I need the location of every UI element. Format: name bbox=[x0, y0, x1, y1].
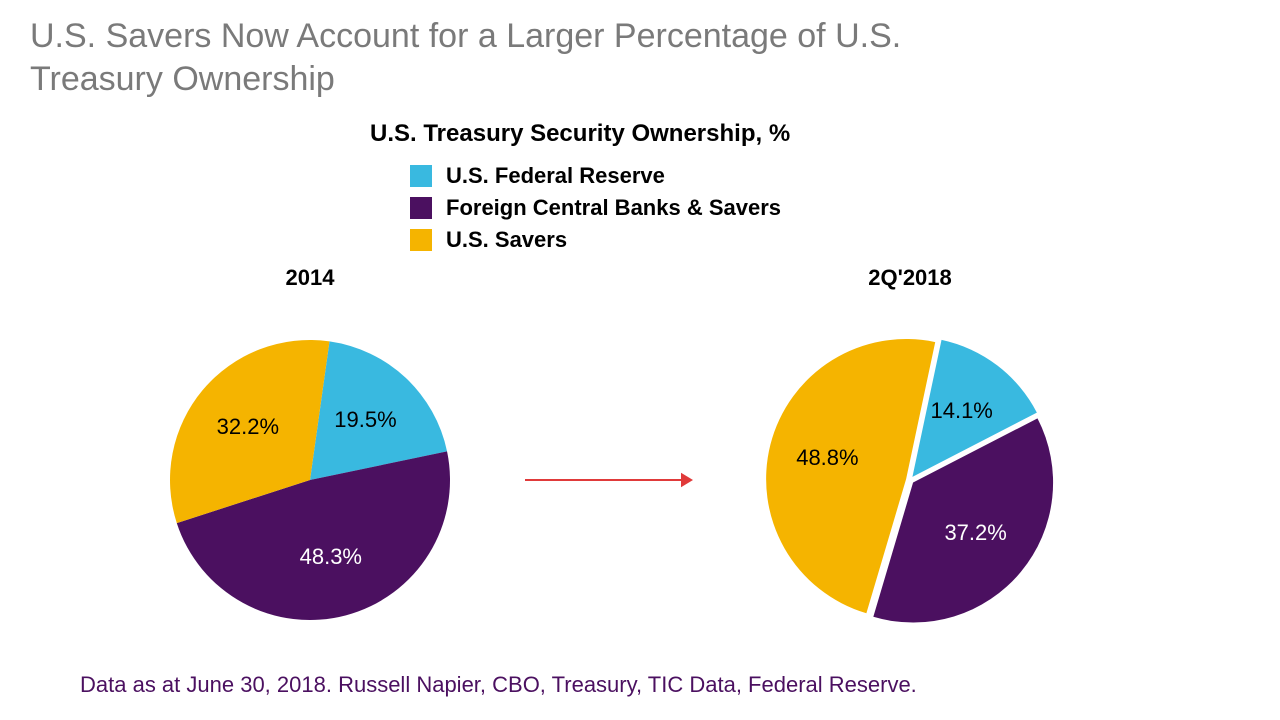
legend-item: U.S. Savers bbox=[410, 224, 781, 256]
legend-label: U.S. Federal Reserve bbox=[446, 163, 665, 189]
pie-chart bbox=[150, 320, 470, 640]
legend-swatch bbox=[410, 229, 432, 251]
legend: U.S. Federal Reserve Foreign Central Bank… bbox=[410, 160, 781, 256]
legend-item: U.S. Federal Reserve bbox=[410, 160, 781, 192]
legend-swatch bbox=[410, 165, 432, 187]
page: U.S. Savers Now Account for a Larger Per… bbox=[0, 0, 1280, 720]
chart-subtitle: U.S. Treasury Security Ownership, % bbox=[370, 120, 790, 148]
footer-note: Data as at June 30, 2018. Russell Napier… bbox=[80, 671, 1080, 700]
legend-swatch bbox=[410, 197, 432, 219]
chart-area: 201419.5%48.3%32.2%2Q'201814.1%37.2%48.8… bbox=[0, 265, 1280, 645]
pie-title: 2Q'2018 bbox=[830, 265, 990, 291]
page-title: U.S. Savers Now Account for a Larger Per… bbox=[30, 15, 1030, 100]
arrow-icon bbox=[515, 460, 695, 500]
pie-title: 2014 bbox=[230, 265, 390, 291]
legend-label: Foreign Central Banks & Savers bbox=[446, 195, 781, 221]
legend-item: Foreign Central Banks & Savers bbox=[410, 192, 781, 224]
legend-label: U.S. Savers bbox=[446, 227, 567, 253]
pie-chart bbox=[750, 320, 1070, 640]
